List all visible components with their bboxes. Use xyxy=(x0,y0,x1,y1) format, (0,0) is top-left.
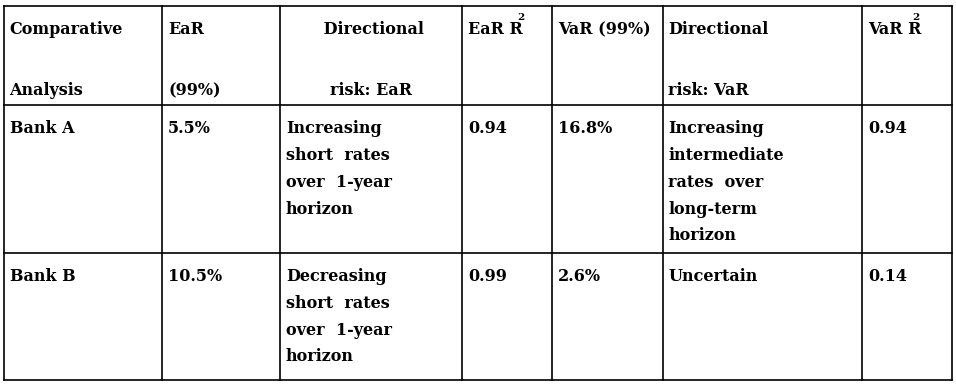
Text: Uncertain: Uncertain xyxy=(668,268,758,285)
Text: 0.94: 0.94 xyxy=(868,120,906,137)
Text: EaR R: EaR R xyxy=(467,21,523,38)
Text: Bank A: Bank A xyxy=(10,120,75,137)
Text: VaR (99%): VaR (99%) xyxy=(558,21,650,38)
Text: Directional: Directional xyxy=(318,21,424,38)
Text: EaR: EaR xyxy=(168,21,204,38)
Text: 10.5%: 10.5% xyxy=(168,268,222,285)
Text: Bank B: Bank B xyxy=(10,268,76,285)
Text: VaR R: VaR R xyxy=(868,21,922,38)
Text: Directional: Directional xyxy=(668,21,769,38)
Text: Decreasing
short  rates
over  1-year
horizon: Decreasing short rates over 1-year horiz… xyxy=(286,268,392,366)
Text: Increasing
short  rates
over  1-year
horizon: Increasing short rates over 1-year horiz… xyxy=(286,120,392,218)
Text: 5.5%: 5.5% xyxy=(168,120,211,137)
Text: 2.6%: 2.6% xyxy=(558,268,601,285)
Text: 0.99: 0.99 xyxy=(467,268,507,285)
Text: Increasing
intermediate
rates  over
long-term
horizon: Increasing intermediate rates over long-… xyxy=(668,120,784,244)
Text: Analysis: Analysis xyxy=(10,82,83,99)
Text: Comparative: Comparative xyxy=(10,21,123,38)
Text: 16.8%: 16.8% xyxy=(558,120,612,137)
Text: risk: VaR: risk: VaR xyxy=(668,82,749,99)
Text: 0.94: 0.94 xyxy=(467,120,507,137)
Text: 0.14: 0.14 xyxy=(868,268,907,285)
Text: 2: 2 xyxy=(912,13,919,22)
Text: 2: 2 xyxy=(517,13,525,22)
Text: risk: EaR: risk: EaR xyxy=(330,82,412,99)
Text: (99%): (99%) xyxy=(168,82,221,99)
